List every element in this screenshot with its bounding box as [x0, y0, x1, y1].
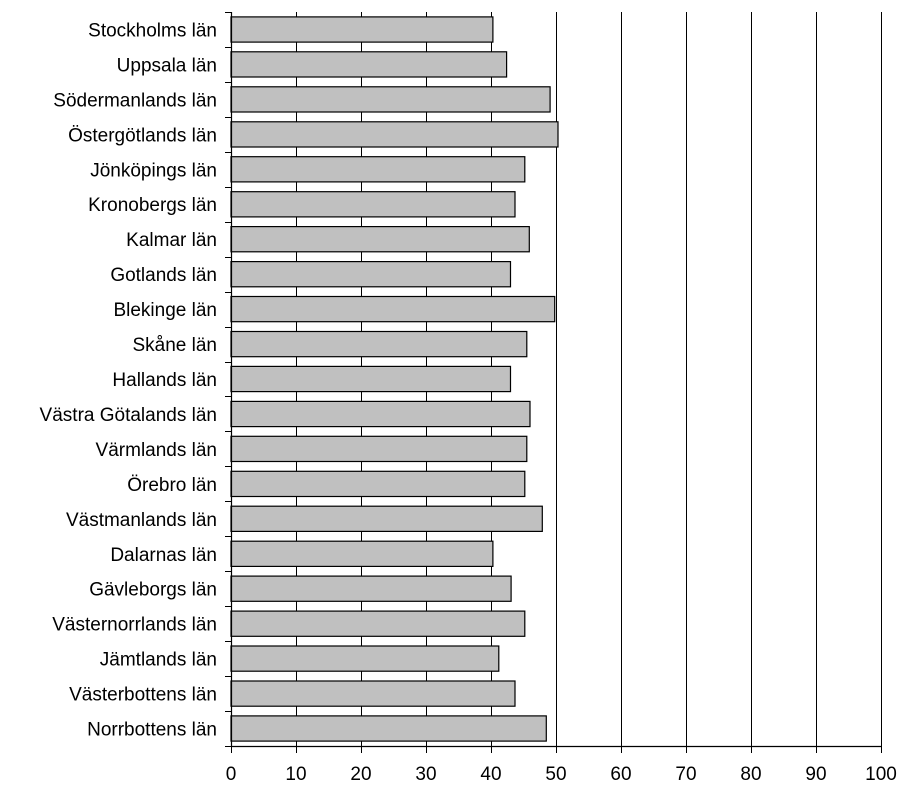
bar-3 [230, 121, 559, 148]
bar-11 [230, 400, 531, 428]
bar-2 [230, 86, 551, 113]
category-label: Jämtlands län [100, 650, 217, 671]
x-tick-label: 30 [415, 764, 436, 785]
bar-12 [230, 435, 528, 463]
bar-18 [230, 645, 500, 672]
category-label: Västerbottens län [69, 685, 217, 706]
x-tick-label: 60 [610, 764, 631, 785]
category-label: Örebro län [127, 475, 217, 496]
bar-7 [230, 261, 512, 288]
category-label: Västernorrlands län [52, 615, 217, 636]
x-tick-label: 0 [226, 764, 237, 785]
bar-17 [230, 610, 526, 637]
bar-9 [230, 330, 528, 358]
bar-8 [230, 295, 556, 323]
category-label: Värmlands län [96, 440, 217, 461]
category-label: Västmanlands län [66, 510, 217, 531]
bar-20 [230, 715, 547, 742]
category-label: Hallands län [112, 370, 217, 391]
category-label: Norrbottens län [87, 720, 217, 741]
bar-19 [230, 680, 516, 707]
bar-16 [230, 575, 512, 602]
category-label: Östergötlands län [68, 125, 217, 146]
category-label: Blekinge län [113, 300, 217, 321]
bar-10 [230, 365, 512, 393]
category-label: Kronobergs län [88, 195, 217, 216]
bar-5 [230, 191, 516, 218]
x-tick-label: 100 [865, 764, 897, 785]
bar-4 [230, 156, 526, 183]
category-label: Uppsala län [117, 55, 217, 76]
category-label: Kalmar län [126, 230, 217, 251]
x-tick-label: 80 [740, 764, 761, 785]
bar-15 [230, 540, 494, 568]
x-tick-label: 20 [350, 764, 371, 785]
x-tick-label: 50 [545, 764, 566, 785]
x-tick-labels: 0 10 20 30 40 50 60 70 80 90 100 [226, 764, 897, 785]
category-labels: Stockholms län Uppsala län Södermanlands l… [40, 21, 217, 741]
category-label: Jönköpings län [90, 160, 217, 181]
category-label: Södermanlands län [53, 90, 217, 111]
x-tick-label: 70 [675, 764, 696, 785]
category-label: Stockholms län [88, 21, 217, 42]
x-tick-label: 90 [805, 764, 826, 785]
bars [230, 16, 559, 742]
bar-1 [230, 51, 508, 78]
bar-14 [230, 505, 543, 533]
x-tick-label: 40 [480, 764, 501, 785]
axes [225, 12, 882, 753]
bar-6 [230, 226, 530, 253]
bar-0 [230, 16, 494, 43]
category-label: Västra Götalands län [40, 405, 217, 426]
bar-13 [230, 470, 526, 498]
category-label: Dalarnas län [110, 545, 217, 566]
category-label: Gotlands län [110, 265, 217, 286]
x-tick-label: 10 [285, 764, 306, 785]
category-label: Skåne län [132, 335, 217, 356]
category-label: Gävleborgs län [89, 580, 217, 601]
